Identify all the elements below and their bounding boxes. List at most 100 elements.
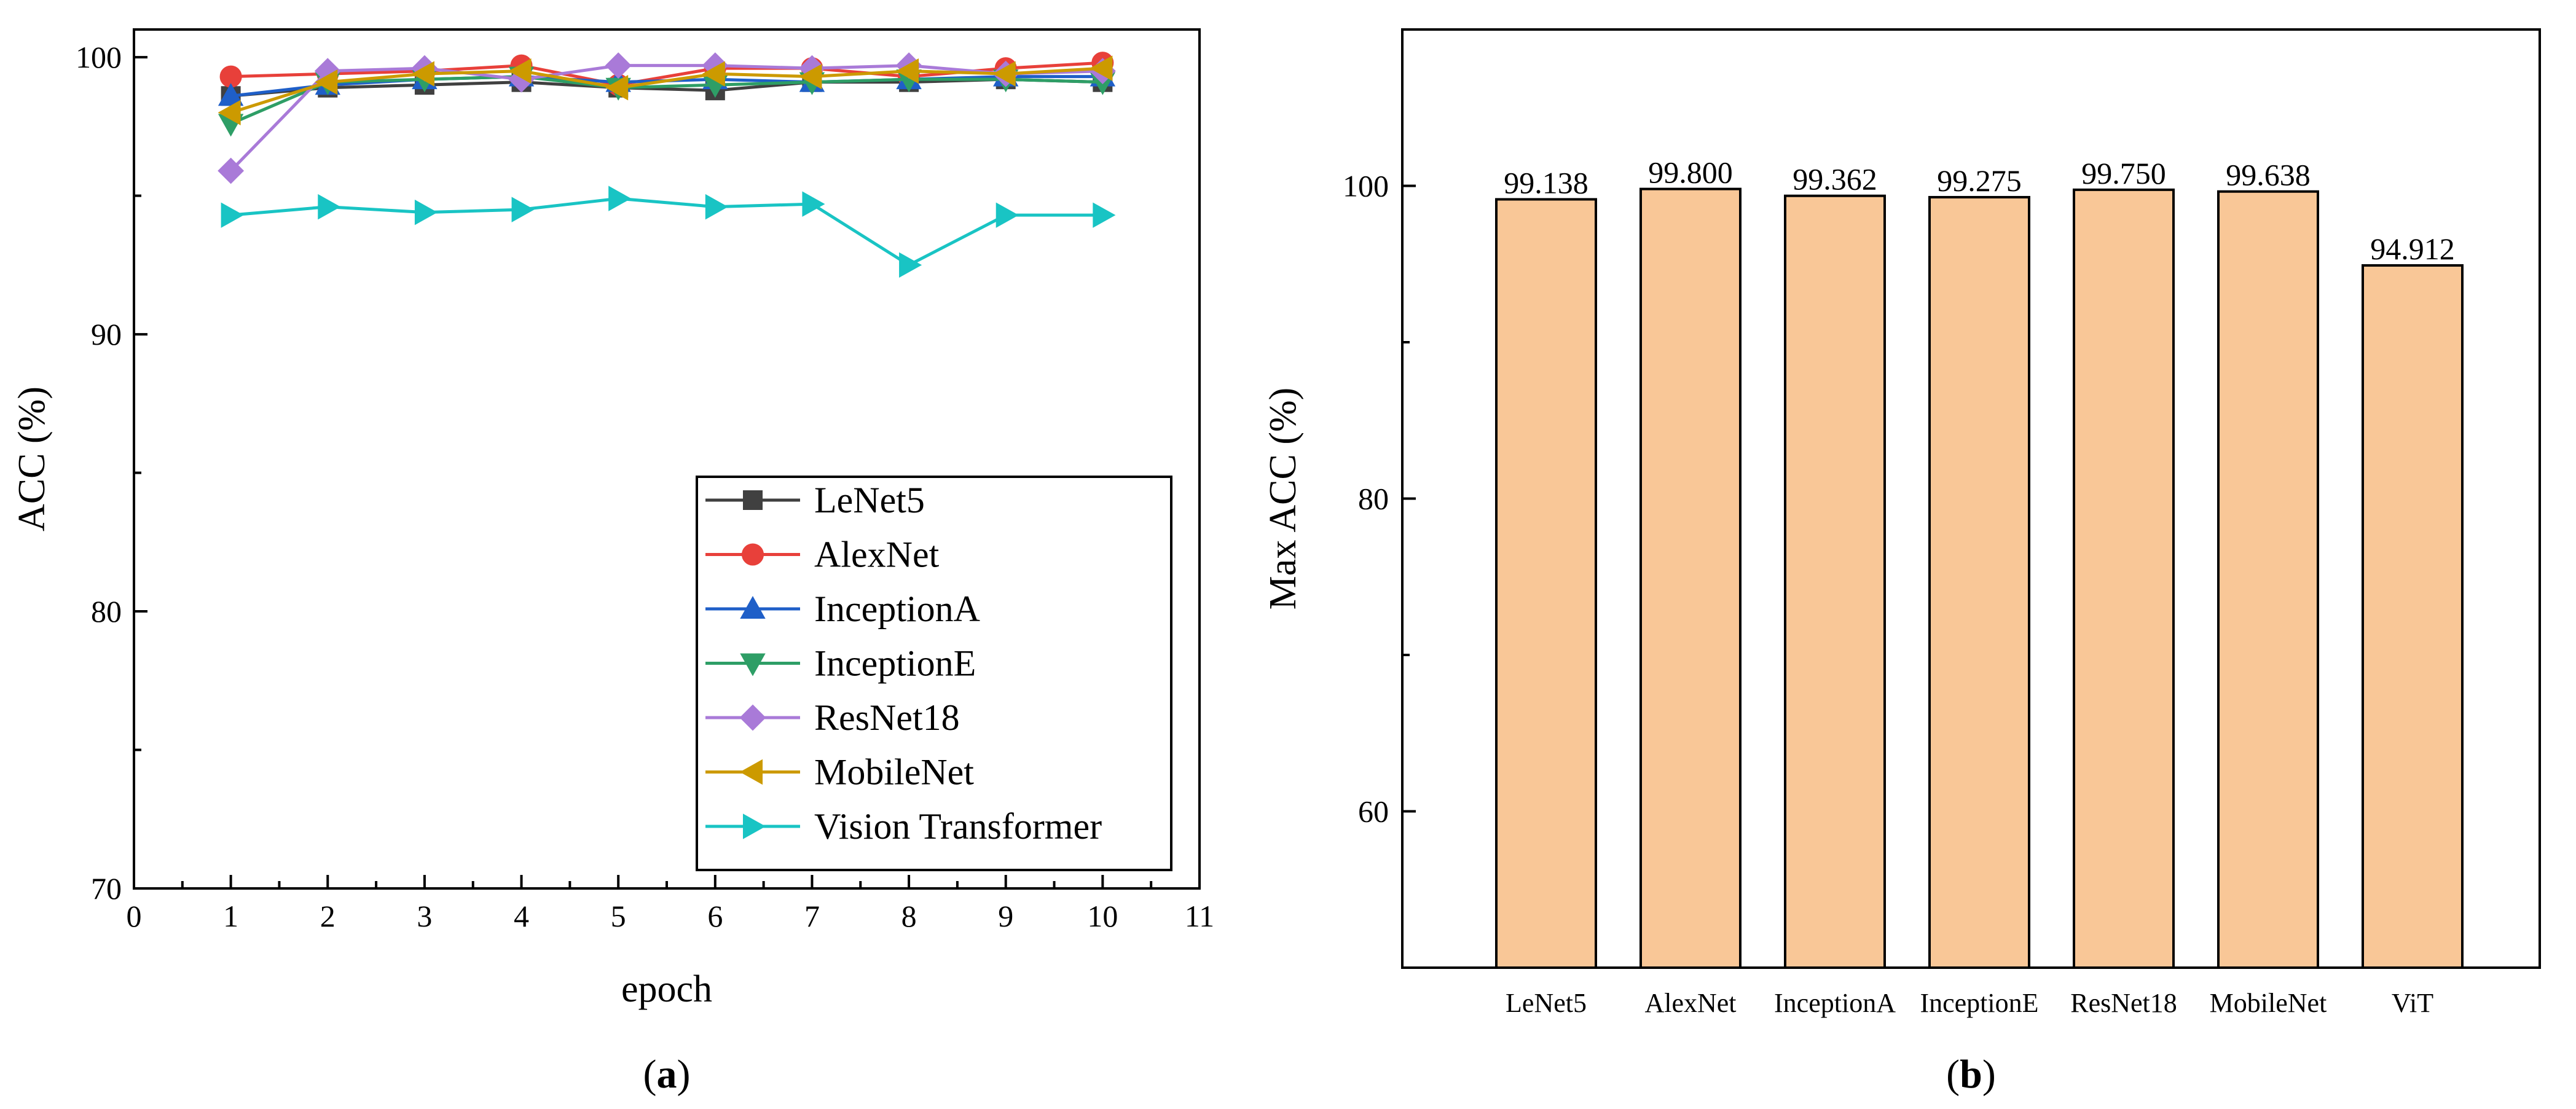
data-point-vision-transformer — [414, 199, 438, 225]
legend-entry-resnet18: ResNet18 — [705, 697, 960, 738]
data-point-resnet18 — [605, 52, 632, 79]
legend-entry-inceptione: InceptionE — [705, 643, 976, 684]
x-tick-label: 11 — [1185, 899, 1214, 933]
data-point-mobilenet — [799, 63, 822, 90]
legend-marker — [742, 543, 764, 566]
data-label-inceptione: 99.275 — [1937, 163, 2022, 198]
x-tick-label: 6 — [707, 899, 723, 933]
legend-marker — [740, 595, 766, 619]
y-axis-title: Max ACC (%) — [1262, 388, 1304, 610]
data-point-vision-transformer — [221, 202, 244, 228]
data-point-mobilenet — [702, 61, 725, 87]
legend: LeNet5 AlexNet InceptionA InceptionE ResNet1… — [696, 476, 1172, 871]
legend-entry-vision-transformer: Vision Transformer — [705, 806, 1102, 847]
data-point-mobilenet — [605, 74, 629, 101]
bar-lenet5 — [1495, 198, 1597, 970]
data-point-mobilenet — [218, 100, 241, 125]
y-tick-label: 90 — [91, 317, 122, 351]
series-mobilenet — [218, 55, 1113, 125]
x-tick-label: 4 — [514, 899, 529, 933]
category-label-alexnet: AlexNet — [1644, 988, 1736, 1018]
bar-alexnet — [1639, 187, 1742, 970]
line-chart-panel: 0 1 2 3 4 5 6 7 8 9 10 11 70 80 90 100 epoch ACC (%) (a) Le… — [11, 28, 1214, 1097]
data-label-inceptiona: 99.362 — [1793, 162, 1877, 197]
legend-marker — [739, 759, 763, 785]
data-point-inceptiona — [218, 83, 244, 106]
bar-resnet18 — [2073, 188, 2175, 969]
legend-entry-alexnet: AlexNet — [705, 535, 940, 575]
category-label-resnet18: ResNet18 — [2070, 988, 2177, 1018]
legend-label: AlexNet — [814, 535, 940, 575]
data-point-mobilenet — [992, 61, 1016, 87]
legend-label: MobileNet — [814, 752, 974, 793]
bar-inceptiona — [1784, 194, 1886, 970]
y-tick-label: 80 — [1358, 482, 1389, 516]
data-point-mobilenet — [315, 69, 338, 95]
panel-label-b: (b) — [1946, 1052, 1996, 1097]
legend-label: InceptionA — [814, 589, 980, 629]
series-line-resnet18 — [229, 64, 1103, 172]
panel-label-a: (a) — [643, 1052, 691, 1097]
data-point-mobilenet — [508, 58, 532, 84]
data-label-resnet18: 99.750 — [2081, 156, 2166, 190]
x-tick-label: 10 — [1087, 899, 1118, 933]
data-point-vision-transformer — [511, 197, 535, 222]
data-point-vision-transformer — [1093, 202, 1116, 228]
legend-marker — [740, 653, 766, 676]
x-tick-label: 5 — [611, 899, 626, 933]
legend-entry-mobilenet: MobileNet — [705, 752, 974, 793]
series-line-vision-transformer — [230, 197, 1103, 267]
category-label-vit: ViT — [2392, 988, 2433, 1018]
data-label-alexnet: 99.800 — [1648, 155, 1733, 190]
series-line-inceptione — [230, 75, 1103, 125]
legend-label: Vision Transformer — [814, 806, 1102, 847]
category-label-inceptione: InceptionE — [1920, 988, 2038, 1018]
data-point-vision-transformer — [608, 186, 632, 211]
bar-chart-panel: 99.138 LeNet5 99.800 AlexNet 99.362 Inception… — [1262, 28, 2541, 1097]
category-label-inceptiona: InceptionA — [1774, 988, 1896, 1018]
x-tick-label: 8 — [901, 899, 917, 933]
x-axis-title: epoch — [621, 968, 712, 1010]
legend-marker — [739, 704, 766, 731]
legend-label: ResNet18 — [814, 697, 960, 738]
y-tick-label: 100 — [76, 40, 122, 74]
series-vision-transformer — [221, 186, 1116, 278]
x-tick-label: 3 — [417, 899, 432, 933]
legend-box — [696, 476, 1172, 871]
series-line-mobilenet — [230, 66, 1103, 114]
y-tick-label: 100 — [1343, 169, 1389, 203]
bar-inceptione — [1928, 195, 2030, 969]
legend-entry-lenet5: LeNet5 — [705, 480, 925, 520]
legend-entry-inceptiona: InceptionA — [705, 589, 980, 629]
legend-label: LeNet5 — [814, 480, 925, 520]
x-tick-label: 0 — [127, 899, 142, 933]
legend-label: InceptionE — [814, 643, 976, 684]
data-point-vision-transformer — [705, 194, 728, 220]
x-tick-label: 1 — [223, 899, 238, 933]
y-axis-title: ACC (%) — [11, 386, 53, 531]
data-point-vision-transformer — [899, 252, 922, 278]
x-tick-label: 2 — [320, 899, 336, 933]
data-label-vit: 94.912 — [2370, 232, 2455, 266]
data-point-vision-transformer — [802, 191, 825, 217]
data-point-vision-transformer — [318, 194, 341, 220]
data-point-mobilenet — [896, 58, 919, 84]
data-point-mobilenet — [411, 61, 434, 87]
data-point-mobilenet — [1090, 55, 1113, 81]
category-label-lenet5: LeNet5 — [1506, 988, 1587, 1018]
x-tick-label: 7 — [804, 899, 820, 933]
category-label-mobilenet: MobileNet — [2210, 988, 2327, 1018]
data-point-resnet18 — [218, 157, 245, 184]
bar-mobilenet — [2217, 190, 2319, 969]
y-tick-label: 60 — [1358, 794, 1389, 829]
data-point-vision-transformer — [995, 202, 1019, 228]
bar-vit — [2362, 264, 2464, 969]
data-label-lenet5: 99.138 — [1504, 165, 1588, 200]
data-label-mobilenet: 99.638 — [2226, 158, 2311, 192]
legend-marker — [743, 490, 763, 510]
x-tick-label: 9 — [998, 899, 1013, 933]
y-tick-label: 80 — [91, 594, 122, 629]
y-tick-label: 70 — [91, 871, 122, 906]
legend-marker — [743, 813, 766, 839]
